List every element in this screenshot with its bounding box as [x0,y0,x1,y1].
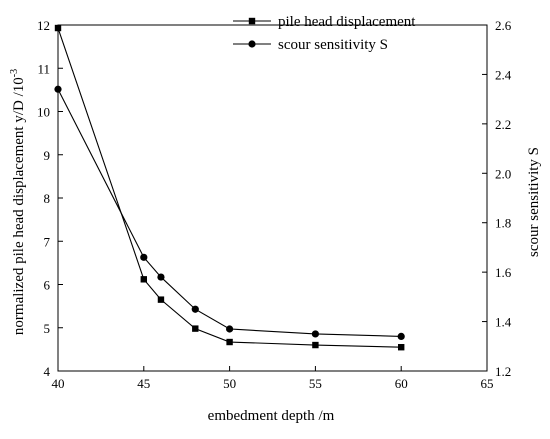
series-2 [54,85,405,340]
x-tick-label: 55 [309,376,322,391]
legend-label: pile head displacement [278,14,416,30]
x-axis-title: embedment depth /m [208,408,335,424]
legend-circle-marker [248,40,256,48]
circle-point [226,325,234,333]
y-right-tick-label: 2.0 [495,166,511,181]
axes [57,24,488,372]
legend-item: scour sensitivity S [233,37,388,53]
circle-point [397,332,405,340]
ticks: 40 45 50 55 60 654567891011121.21.41.61.82.02… [37,18,512,391]
circle-point [191,305,199,313]
square-point [192,325,199,332]
y-right-tick-label: 1.6 [495,265,512,280]
y-left-tick-label: 12 [37,18,50,33]
y-left-tick-label: 11 [37,61,50,76]
y-right-tick-label: 1.2 [495,364,511,379]
square-point [157,296,165,303]
circle-point [140,253,148,261]
y-axis-left-title-exponent: -3 [9,69,20,77]
y-right-tick-label: 1.8 [495,216,511,231]
series-1 [54,24,405,351]
legend: pile head displacement scour sensitivity … [233,14,416,53]
square-point [398,344,405,351]
series [54,24,405,351]
y-axis-right-title: scour sensitivity S [526,147,542,257]
x-tick-label: 45 [137,376,150,391]
circle-point [54,85,62,93]
x-tick-label: 60 [395,376,408,391]
y-left-tick-label: 10 [37,105,50,120]
circle-point [311,330,319,338]
square-point [226,338,233,346]
y-left-tick-label: 5 [44,321,51,336]
square-point [312,341,319,349]
x-tick-label: 40 [52,376,65,391]
legend-item: pile head displacement [233,14,416,30]
y-right-tick-label: 2.4 [495,67,512,82]
plot-frame [57,24,488,372]
square-point [140,276,147,283]
series-line [57,27,402,348]
x-tick-label: 65 [481,376,494,391]
y-left-tick-label: 9 [44,148,51,163]
y-left-tick-label: 8 [44,191,51,206]
x-tick-label: 50 [223,376,236,391]
y-right-tick-label: 1.4 [495,315,512,330]
y-left-tick-label: 7 [44,234,51,249]
y-right-tick-label: 2.6 [495,18,512,33]
y-axis-left-title: normalized pile head displacement y/D /1… [9,69,27,335]
legend-square-marker [248,17,256,25]
series-line [57,89,402,337]
square-point [54,24,62,32]
y-axis-left-title-main: normalized pile head displacement y/D /1… [11,77,27,335]
y-left-tick-label: 6 [44,278,51,293]
y-left-tick-label: 4 [44,364,51,379]
legend-label: scour sensitivity S [278,37,388,53]
circle-point [157,273,165,281]
y-right-tick-label: 2.2 [495,117,511,132]
